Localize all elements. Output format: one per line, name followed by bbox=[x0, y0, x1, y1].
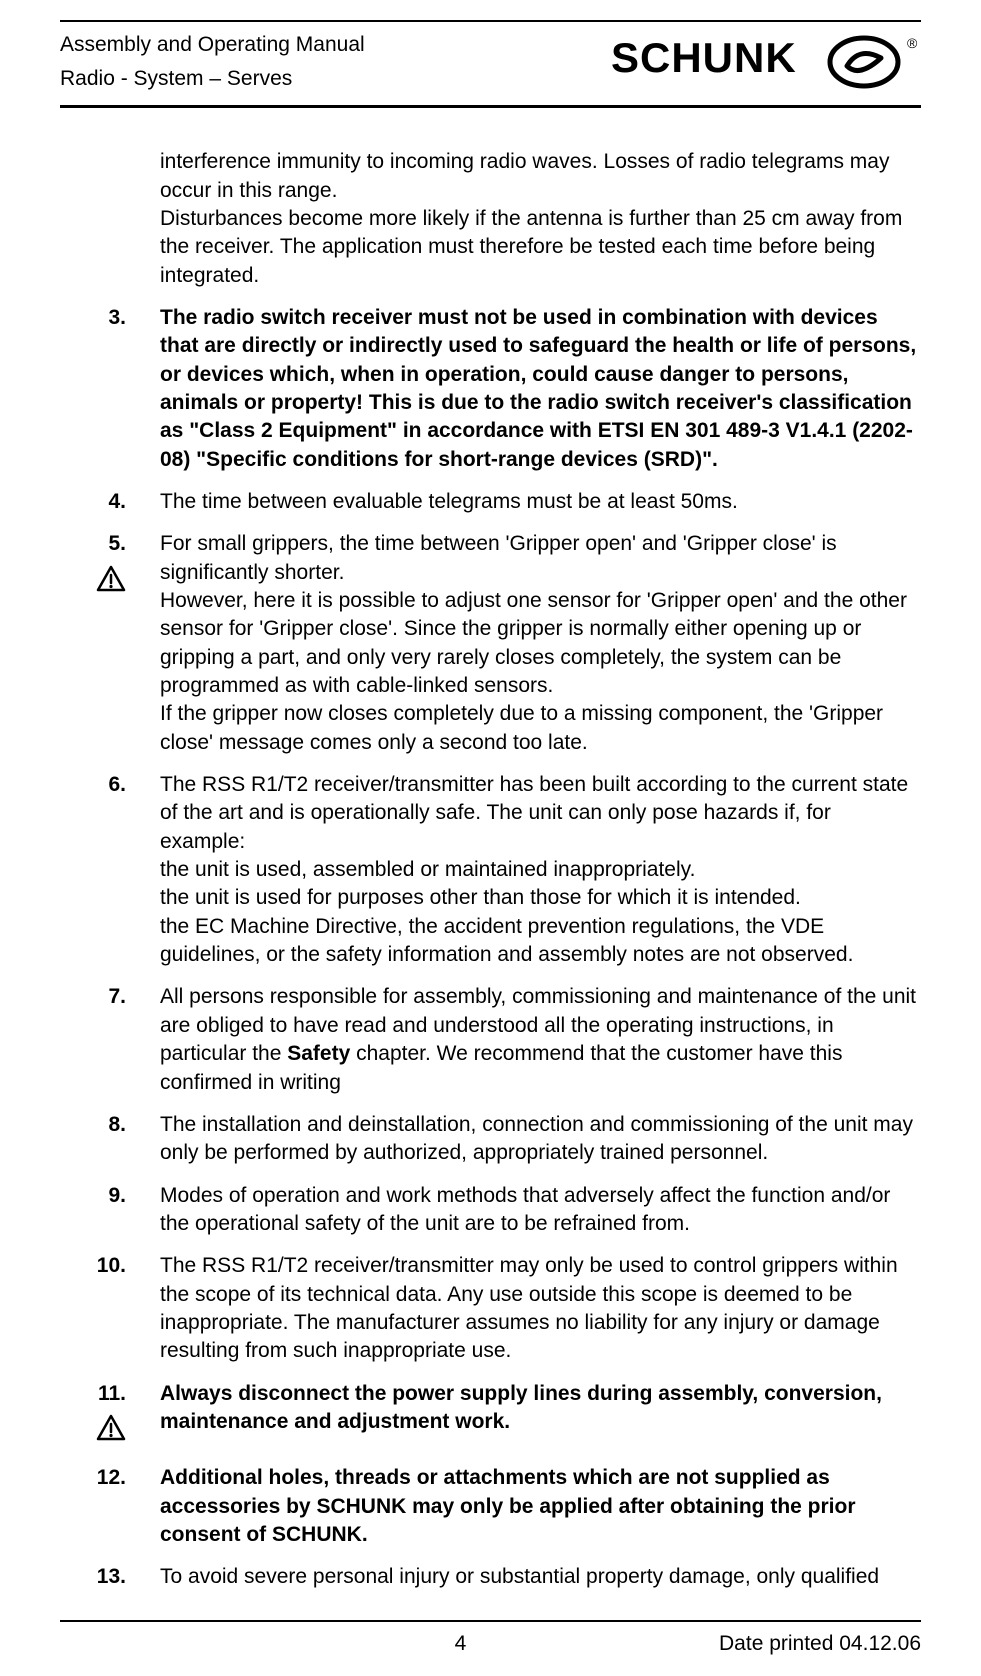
list-item: 5. For small grippers, the time between '… bbox=[60, 530, 921, 757]
item-text: The RSS R1/T2 receiver/transmitter has b… bbox=[160, 771, 921, 969]
item-number-col: 8. bbox=[60, 1111, 160, 1139]
item-number-col: 10. bbox=[60, 1252, 160, 1280]
list-item: 8. The installation and deinstallation, c… bbox=[60, 1111, 921, 1168]
item-number-col: 4. bbox=[60, 488, 160, 516]
item-number: 11. bbox=[98, 1380, 126, 1408]
list-item: 13. To avoid severe personal injury or su… bbox=[60, 1563, 921, 1591]
item-text: Always disconnect the power supply lines… bbox=[160, 1380, 921, 1437]
item-text: The installation and deinstallation, con… bbox=[160, 1111, 921, 1168]
item-number-col: 12. bbox=[60, 1464, 160, 1492]
item-number-wrap: 9. bbox=[60, 1182, 126, 1210]
item-number-wrap: 7. bbox=[60, 983, 126, 1011]
item-number: 5. bbox=[108, 530, 126, 558]
item-number-wrap: 13. bbox=[60, 1563, 126, 1591]
item-number: 9. bbox=[108, 1182, 126, 1210]
schunk-logo: SCHUNK ® bbox=[611, 34, 921, 89]
page-header: Assembly and Operating Manual Radio - Sy… bbox=[60, 28, 921, 101]
item-number: 12. bbox=[97, 1464, 126, 1492]
list-item: 10. The RSS R1/T2 receiver/transmitter ma… bbox=[60, 1252, 921, 1365]
item-text: To avoid severe personal injury or subst… bbox=[160, 1563, 921, 1591]
numbered-list: 3. The radio switch receiver must not be … bbox=[60, 304, 921, 1592]
print-date: Date printed 04.12.06 bbox=[661, 1632, 921, 1656]
item-number-wrap: 4. bbox=[60, 488, 126, 516]
list-item: 7. All persons responsible for assembly, … bbox=[60, 983, 921, 1096]
item-text: For small grippers, the time between 'Gr… bbox=[160, 530, 921, 757]
page-footer: 4 Date printed 04.12.06 bbox=[60, 1622, 921, 1656]
item-number-col: 9. bbox=[60, 1182, 160, 1210]
item-number-col: 7. bbox=[60, 983, 160, 1011]
intro-paragraph: interference immunity to incoming radio … bbox=[160, 148, 921, 290]
item-number-col: 6. bbox=[60, 771, 160, 799]
header-rule bbox=[60, 105, 921, 108]
item-number: 13. bbox=[97, 1563, 126, 1591]
item-number-col: 13. bbox=[60, 1563, 160, 1591]
item-number-wrap: 10. bbox=[60, 1252, 126, 1280]
list-item: 4. The time between evaluable telegrams m… bbox=[60, 488, 921, 516]
item-number-wrap: 12. bbox=[60, 1464, 126, 1492]
item-number-col: 11. bbox=[60, 1380, 160, 1451]
list-item: 12. Additional holes, threads or attachme… bbox=[60, 1464, 921, 1549]
item-text: All persons responsible for assembly, co… bbox=[160, 983, 921, 1096]
item-number-wrap: 3. bbox=[60, 304, 126, 332]
manual-subtitle: Radio - System – Serves bbox=[60, 62, 365, 96]
item-number-wrap: 11. bbox=[60, 1380, 126, 1451]
item-number-wrap: 8. bbox=[60, 1111, 126, 1139]
warning-icon bbox=[96, 1414, 126, 1442]
list-item: 9. Modes of operation and work methods th… bbox=[60, 1182, 921, 1239]
item-number-wrap: 6. bbox=[60, 771, 126, 799]
item-text: The radio switch receiver must not be us… bbox=[160, 304, 921, 474]
item-number-col: 5. bbox=[60, 530, 160, 601]
svg-text:®: ® bbox=[907, 35, 918, 51]
item-number: 7. bbox=[108, 983, 126, 1011]
footer-left-spacer bbox=[60, 1632, 260, 1656]
item-number-wrap: 5. bbox=[60, 530, 126, 601]
item-text: The RSS R1/T2 receiver/transmitter may o… bbox=[160, 1252, 921, 1365]
item-number: 10. bbox=[97, 1252, 126, 1280]
header-title-block: Assembly and Operating Manual Radio - Sy… bbox=[60, 28, 365, 95]
item-text: Additional holes, threads or attachments… bbox=[160, 1464, 921, 1549]
manual-title: Assembly and Operating Manual bbox=[60, 28, 365, 62]
item-number: 4. bbox=[108, 488, 126, 516]
logo-block: SCHUNK ® bbox=[611, 34, 921, 89]
item-number: 8. bbox=[108, 1111, 126, 1139]
warning-icon-wrap bbox=[96, 1414, 126, 1450]
top-rule bbox=[60, 20, 921, 22]
warning-icon bbox=[96, 565, 126, 593]
item-text: The time between evaluable telegrams mus… bbox=[160, 488, 921, 516]
list-item: 3. The radio switch receiver must not be … bbox=[60, 304, 921, 474]
item-number: 3. bbox=[108, 304, 126, 332]
item-number: 6. bbox=[108, 771, 126, 799]
page-number: 4 bbox=[260, 1632, 661, 1656]
item-text: Modes of operation and work methods that… bbox=[160, 1182, 921, 1239]
content-area: interference immunity to incoming radio … bbox=[60, 148, 921, 1591]
list-item: 6. The RSS R1/T2 receiver/transmitter has… bbox=[60, 771, 921, 969]
svg-text:SCHUNK: SCHUNK bbox=[611, 34, 797, 81]
list-item: 11. Always disconnect the power supply li… bbox=[60, 1380, 921, 1451]
warning-icon-wrap bbox=[96, 565, 126, 601]
item-number-col: 3. bbox=[60, 304, 160, 332]
